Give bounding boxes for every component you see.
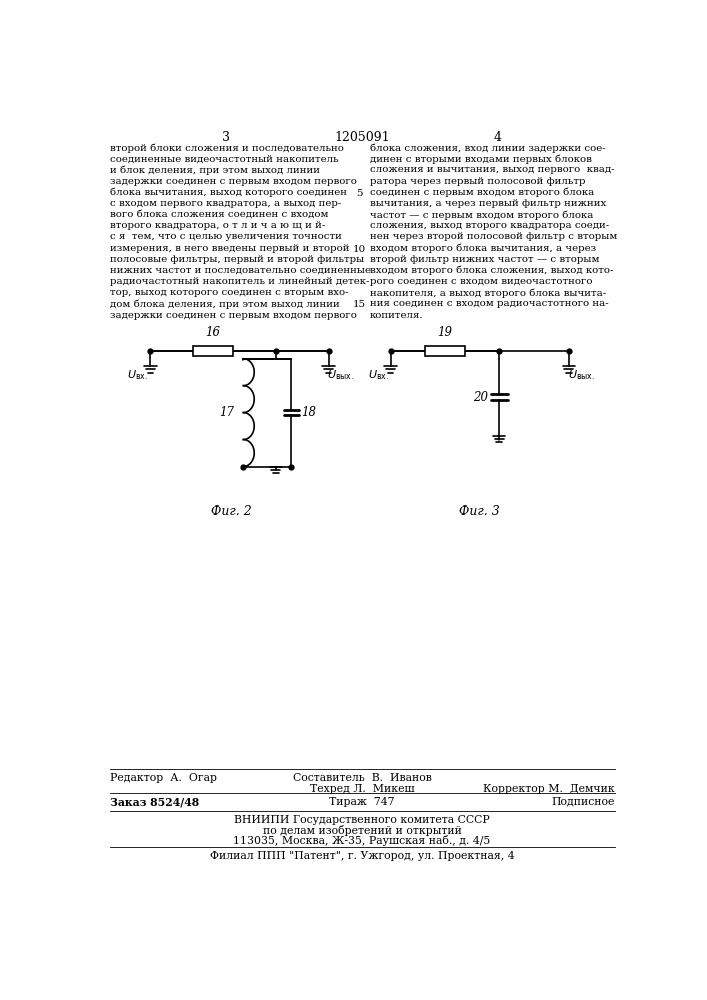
Text: 17: 17	[219, 406, 234, 419]
Text: и блок деления, при этом выход линии: и блок деления, при этом выход линии	[110, 165, 320, 175]
Text: 3: 3	[222, 131, 230, 144]
Text: $U_{\rm вх.}$: $U_{\rm вх.}$	[368, 368, 389, 382]
Text: Фиг. 2: Фиг. 2	[211, 505, 252, 518]
Text: рого соединен с входом видеочастотного: рого соединен с входом видеочастотного	[370, 277, 592, 286]
Text: с входом первого квадратора, а выход пер-: с входом первого квадратора, а выход пер…	[110, 199, 341, 208]
Text: вычитания, а через первый фильтр нижних: вычитания, а через первый фильтр нижних	[370, 199, 606, 208]
Text: второго квадратора, о т л и ч а ю щ и й-: второго квадратора, о т л и ч а ю щ и й-	[110, 221, 325, 230]
Text: соединен с первым входом второго блока: соединен с первым входом второго блока	[370, 188, 594, 197]
Text: частот — с первым входом второго блока: частот — с первым входом второго блока	[370, 210, 593, 220]
Text: 15: 15	[353, 300, 366, 309]
Text: тор, выход которого соединен с вторым вхо-: тор, выход которого соединен с вторым вх…	[110, 288, 349, 297]
Text: 16: 16	[206, 326, 221, 339]
Text: накопителя, а выход второго блока вычита-: накопителя, а выход второго блока вычита…	[370, 288, 606, 298]
Text: полосовые фильтры, первый и второй фильтры: полосовые фильтры, первый и второй фильт…	[110, 255, 364, 264]
Text: Подписное: Подписное	[551, 797, 614, 807]
Text: Тираж  747: Тираж 747	[329, 797, 395, 807]
Text: Корректор М.  Демчик: Корректор М. Демчик	[483, 784, 614, 794]
Text: Составитель  В.  Иванов: Составитель В. Иванов	[293, 773, 431, 783]
Text: Техред Л.  Микеш: Техред Л. Микеш	[310, 784, 414, 794]
Text: соединенные видеочастотный накопитель: соединенные видеочастотный накопитель	[110, 154, 339, 163]
Bar	[425, 346, 465, 356]
Text: 19: 19	[438, 326, 452, 339]
Text: 113035, Москва, Ж-35, Раушская наб., д. 4/5: 113035, Москва, Ж-35, Раушская наб., д. …	[233, 835, 491, 846]
Text: нижних частот и последовательно соединенные: нижних частот и последовательно соединен…	[110, 266, 371, 275]
Text: копителя.: копителя.	[370, 311, 423, 320]
Text: $U_{\rm вых.}$: $U_{\rm вых.}$	[568, 368, 595, 382]
Text: Филиал ППП "Патент", г. Ужгород, ул. Проектная, 4: Филиал ППП "Патент", г. Ужгород, ул. Про…	[210, 851, 514, 861]
Text: сложения и вычитания, выход первого  квад-: сложения и вычитания, выход первого квад…	[370, 165, 614, 174]
Text: 4: 4	[493, 131, 501, 144]
Text: 20: 20	[473, 391, 489, 404]
Text: с я  тем, что с целью увеличения точности: с я тем, что с целью увеличения точности	[110, 232, 342, 241]
Text: динен с вторыми входами первых блоков: динен с вторыми входами первых блоков	[370, 154, 592, 164]
Text: $U_{\rm вых.}$: $U_{\rm вых.}$	[327, 368, 355, 382]
Text: Редактор  А.  Огар: Редактор А. Огар	[110, 773, 217, 783]
Text: 5: 5	[356, 189, 363, 198]
Text: 10: 10	[353, 245, 366, 254]
Text: измерения, в него введены первый и второй: измерения, в него введены первый и второ…	[110, 244, 349, 253]
Text: нен через второй полосовой фильтр с вторым: нен через второй полосовой фильтр с втор…	[370, 232, 617, 241]
Text: дом блока деления, при этом выход линии: дом блока деления, при этом выход линии	[110, 299, 340, 309]
Text: Заказ 8524/48: Заказ 8524/48	[110, 797, 199, 808]
Text: Фиг. 3: Фиг. 3	[460, 505, 500, 518]
Text: задержки соединен с первым входом первого: задержки соединен с первым входом первог…	[110, 311, 357, 320]
Text: блока сложения, вход линии задержки сое-: блока сложения, вход линии задержки сое-	[370, 143, 605, 153]
Text: по делам изобретений и открытий: по делам изобретений и открытий	[262, 825, 462, 836]
Text: входом второго блока сложения, выход кото-: входом второго блока сложения, выход кот…	[370, 266, 613, 275]
Text: вого блока сложения соединен с входом: вого блока сложения соединен с входом	[110, 210, 329, 219]
Text: 18: 18	[300, 406, 316, 419]
Text: второй фильтр нижних частот — с вторым: второй фильтр нижних частот — с вторым	[370, 255, 600, 264]
Text: задержки соединен с первым входом первого: задержки соединен с первым входом первог…	[110, 177, 357, 186]
Text: ния соединен с входом радиочастотного на-: ния соединен с входом радиочастотного на…	[370, 299, 609, 308]
Text: ВНИИПИ Государственного комитета СССР: ВНИИПИ Государственного комитета СССР	[234, 815, 490, 825]
Text: второй блоки сложения и последовательно: второй блоки сложения и последовательно	[110, 143, 344, 153]
Text: радиочастотный накопитель и линейный детек-: радиочастотный накопитель и линейный дет…	[110, 277, 370, 286]
Text: ратора через первый полосовой фильтр: ратора через первый полосовой фильтр	[370, 177, 585, 186]
Text: сложения, выход второго квадратора соеди-: сложения, выход второго квадратора соеди…	[370, 221, 609, 230]
Text: входом второго блока вычитания, а через: входом второго блока вычитания, а через	[370, 244, 596, 253]
Text: блока вычитания, выход которого соединен: блока вычитания, выход которого соединен	[110, 188, 347, 197]
Text: 1205091: 1205091	[334, 131, 390, 144]
Bar	[193, 346, 233, 356]
Text: $U_{\rm вх.}$: $U_{\rm вх.}$	[127, 368, 148, 382]
